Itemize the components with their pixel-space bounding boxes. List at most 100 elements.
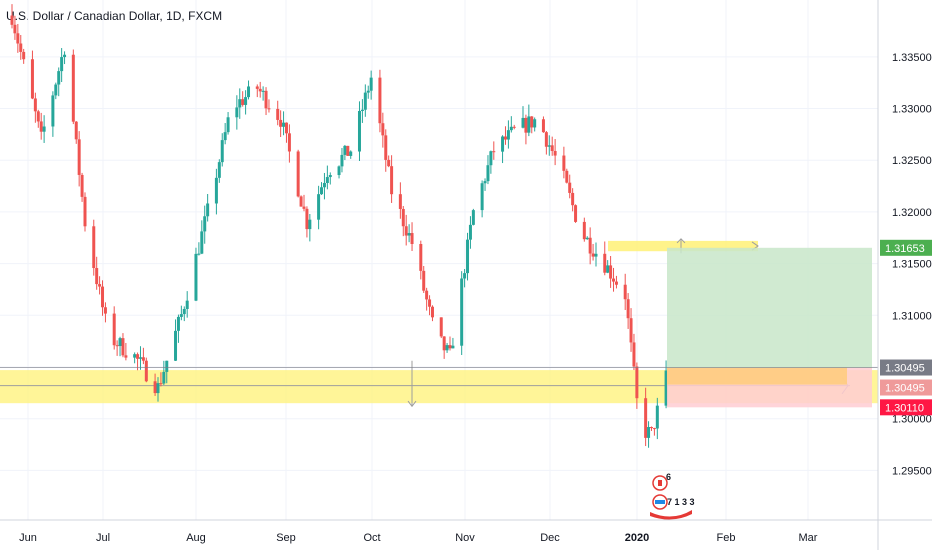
candle xyxy=(506,120,510,149)
candle-body xyxy=(451,345,455,349)
profit-zone[interactable] xyxy=(667,247,872,368)
candle xyxy=(574,204,578,223)
price-tag[interactable]: 1.30110 xyxy=(880,399,932,416)
candle-body xyxy=(30,59,34,99)
candle-body xyxy=(200,231,204,254)
candle xyxy=(299,195,303,207)
candle-body xyxy=(42,126,46,132)
candle xyxy=(404,214,408,246)
candle-body xyxy=(565,170,569,183)
x-tick-label: Mar xyxy=(799,532,818,544)
candle-body xyxy=(141,357,145,361)
event-marker[interactable]: 7 1 3 3 xyxy=(652,494,695,510)
resistance-zone[interactable] xyxy=(608,240,758,252)
candle-body xyxy=(647,427,651,438)
candle xyxy=(267,99,271,113)
candle-body xyxy=(585,237,589,240)
candle xyxy=(13,15,17,40)
candle xyxy=(401,206,405,237)
candle xyxy=(623,273,627,311)
candle xyxy=(206,193,210,222)
candle xyxy=(179,305,183,321)
candle xyxy=(182,306,186,322)
candle-body xyxy=(594,253,598,257)
candle xyxy=(343,144,347,161)
candle xyxy=(430,305,434,322)
candle xyxy=(360,99,364,123)
candle xyxy=(652,427,656,436)
candle xyxy=(451,337,455,349)
candle-body xyxy=(83,196,87,227)
candle-body xyxy=(185,300,189,309)
y-tick-label: 1.33500 xyxy=(892,52,932,64)
candle xyxy=(121,333,125,358)
candle xyxy=(22,48,26,64)
candle xyxy=(165,360,169,384)
candle-body xyxy=(346,145,350,156)
candle-body xyxy=(156,383,160,394)
x-tick-label: Feb xyxy=(717,532,736,544)
candle-body xyxy=(357,110,361,152)
position-overlay[interactable] xyxy=(0,247,878,408)
candle xyxy=(308,213,312,242)
maple-leaf-icon xyxy=(658,480,662,486)
candle xyxy=(489,150,493,174)
candle xyxy=(101,280,105,316)
event-marker[interactable]: 6 xyxy=(652,472,671,491)
candle-body xyxy=(544,132,548,147)
candle xyxy=(112,306,116,350)
candle-body xyxy=(279,119,283,127)
candle-body xyxy=(138,357,142,359)
candle-body xyxy=(282,122,286,127)
y-tick-label: 1.32000 xyxy=(892,207,932,219)
entry-overlap-zone xyxy=(667,367,847,385)
candle xyxy=(83,192,87,232)
candle xyxy=(486,155,490,185)
candle xyxy=(346,145,350,157)
candle xyxy=(124,342,128,361)
candle-body xyxy=(54,84,58,96)
candle xyxy=(302,194,306,212)
candle xyxy=(609,256,613,288)
down-arrow-icon xyxy=(407,360,417,408)
candle-body xyxy=(623,284,627,300)
candle xyxy=(238,88,242,119)
candle xyxy=(60,48,64,83)
price-tag[interactable]: 1.30495 xyxy=(880,379,932,396)
y-tick-label: 1.31000 xyxy=(892,310,932,322)
candle xyxy=(588,227,592,265)
candle-body xyxy=(460,278,464,346)
candle-body xyxy=(419,244,423,271)
price-tag[interactable]: 1.30495 xyxy=(880,359,932,376)
candle-body xyxy=(317,194,321,220)
x-tick-label: Jun xyxy=(19,532,37,544)
candle xyxy=(632,333,636,371)
candle-body xyxy=(471,210,475,225)
candle-body xyxy=(381,123,385,136)
candle xyxy=(366,85,370,99)
candle xyxy=(492,141,496,160)
price-tag[interactable]: 1.31653 xyxy=(880,239,932,256)
candle-body xyxy=(325,177,329,183)
candle xyxy=(115,340,119,356)
candle xyxy=(54,82,58,100)
candle xyxy=(57,67,61,97)
candle-body xyxy=(60,57,64,72)
candle xyxy=(255,84,259,98)
event-count-label: 6 xyxy=(666,472,671,482)
candle xyxy=(320,182,324,195)
candle-body xyxy=(501,136,505,152)
economic-events[interactable]: 6 7 1 3 3 xyxy=(650,472,695,520)
candle-body xyxy=(553,150,557,156)
candle xyxy=(422,265,426,294)
candle xyxy=(448,336,452,351)
candle-body xyxy=(121,338,125,356)
x-tick-label: Sep xyxy=(276,532,296,544)
candle xyxy=(644,387,648,447)
candle xyxy=(553,139,557,166)
candle xyxy=(509,116,513,133)
candle-body xyxy=(51,95,55,127)
candle xyxy=(80,172,84,202)
candle xyxy=(153,373,157,396)
